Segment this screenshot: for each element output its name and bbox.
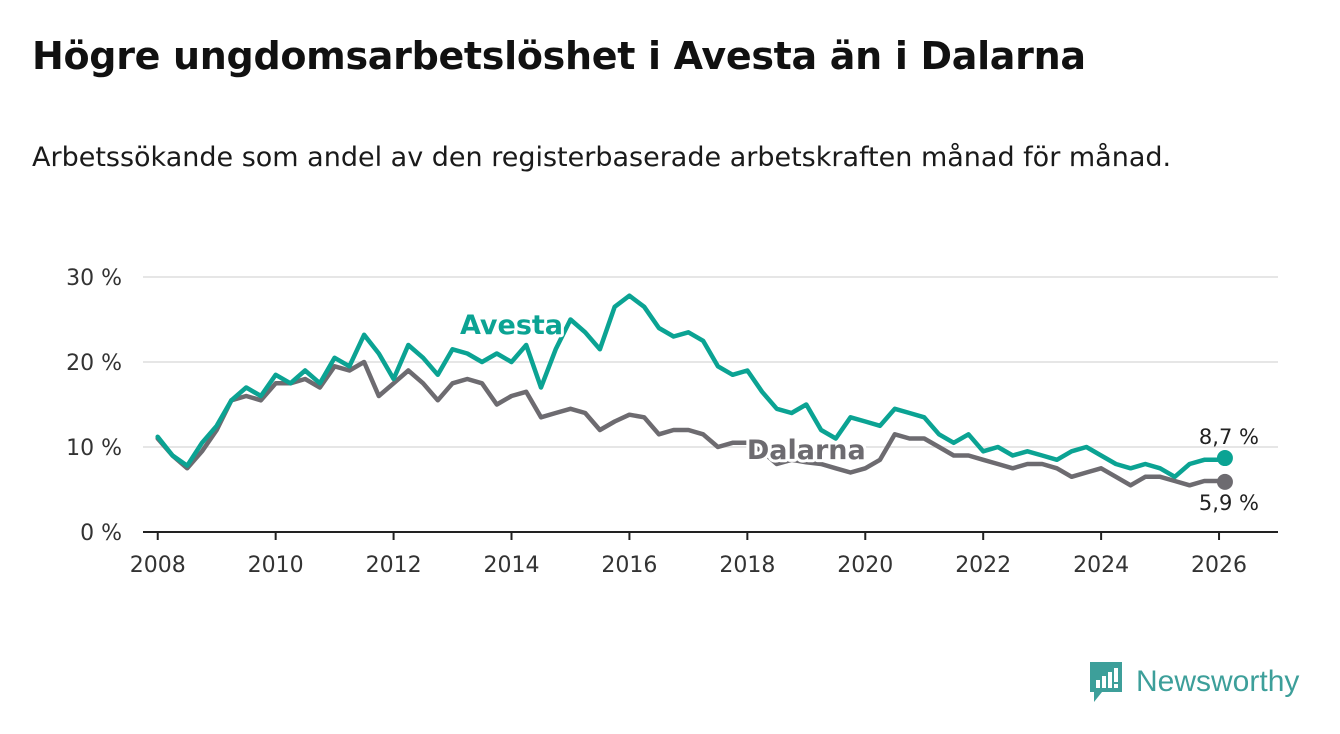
end-label-avesta: 8,7 % xyxy=(1199,425,1259,449)
series-line-dalarna xyxy=(155,359,1228,488)
x-tick-label: 2020 xyxy=(837,553,893,578)
x-tick-label: 2008 xyxy=(130,553,186,578)
annotation-dalarna: Dalarna xyxy=(747,435,866,466)
x-tick-label: 2026 xyxy=(1191,553,1247,578)
brand-logo: Newsworthy xyxy=(1088,660,1299,704)
gridlines xyxy=(143,276,1278,448)
x-tick-label: 2024 xyxy=(1073,553,1129,578)
series-annotations: Avesta Dalarna xyxy=(457,307,869,469)
end-label-dalarna: 5,9 % xyxy=(1199,491,1259,515)
annotation-avesta: Avesta xyxy=(460,310,563,341)
y-tick-label: 20 % xyxy=(66,351,122,376)
brand-name: Newsworthy xyxy=(1136,665,1300,698)
end-dot-avesta xyxy=(1216,450,1233,467)
series-line-avesta xyxy=(155,293,1228,480)
x-tick-label: 2012 xyxy=(366,553,422,578)
chart-subtitle: Arbetssökande som andel av den registerb… xyxy=(32,142,1172,173)
chart-title: Högre ungdomsarbetslöshet i Avesta än i … xyxy=(32,34,1086,78)
x-tick-label: 2014 xyxy=(484,553,540,578)
end-dot-dalarna xyxy=(1216,473,1233,490)
newsworthy-logo-icon xyxy=(1090,662,1122,702)
x-tick-label: 2016 xyxy=(601,553,657,578)
series-lines xyxy=(155,293,1228,488)
x-tick-label: 2010 xyxy=(248,553,304,578)
y-axis-ticks: 0 % 10 % 20 % 30 % xyxy=(66,266,122,546)
y-tick-label: 0 % xyxy=(80,521,122,546)
y-tick-label: 30 % xyxy=(66,266,122,291)
x-axis-ticks: 2008 2010 2012 2014 2016 2018 2020 2022 2024 2026 xyxy=(130,531,1278,578)
x-tick-label: 2022 xyxy=(955,553,1011,578)
x-tick-label: 2018 xyxy=(719,553,775,578)
end-markers: 8,7 % 5,9 % xyxy=(1199,425,1259,515)
y-tick-label: 10 % xyxy=(66,436,122,461)
